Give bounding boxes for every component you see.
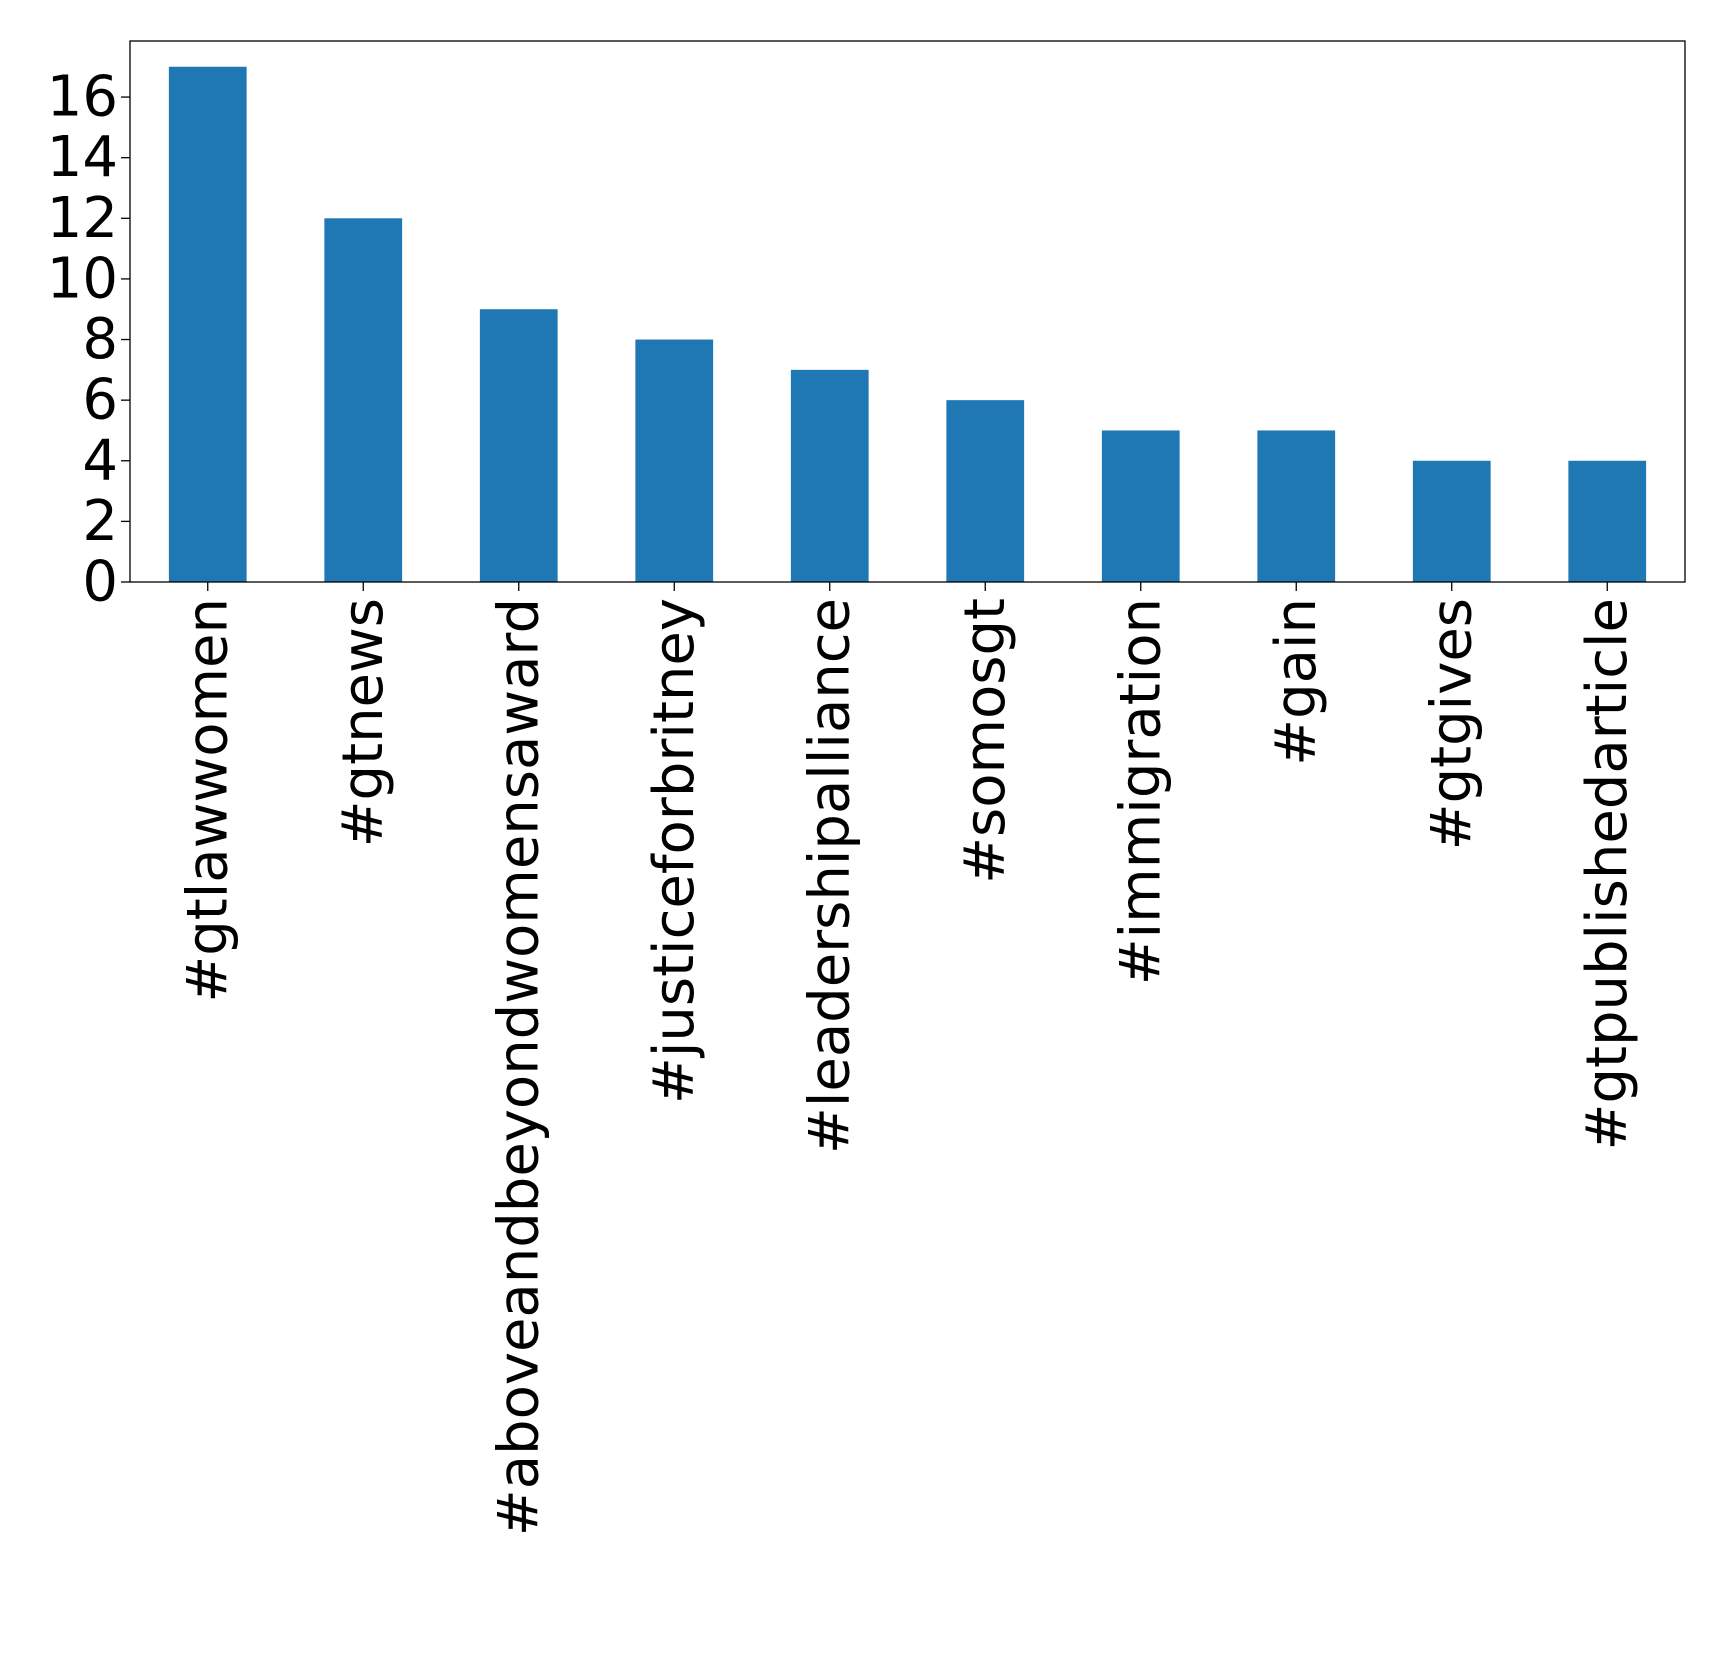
x-tick-label: #somosgt bbox=[953, 598, 1018, 884]
bar-1 bbox=[168, 66, 247, 582]
x-tick-label: #gtnews bbox=[331, 598, 396, 847]
y-tick-label: 6 bbox=[82, 368, 118, 433]
bar-5 bbox=[790, 369, 869, 582]
bar-2 bbox=[324, 218, 403, 582]
plot-frame bbox=[129, 40, 1686, 583]
y-tick-label: 12 bbox=[47, 186, 118, 251]
x-tick-label: #gtlawwomen bbox=[175, 598, 240, 1003]
x-axis: #gtlawwomen #gtnews #aboveandbeyondwomensa… bbox=[175, 582, 1640, 1536]
bar-4 bbox=[635, 339, 714, 582]
x-tick-label: #justiceforbritney bbox=[642, 598, 707, 1104]
x-tick-label: #gain bbox=[1264, 598, 1329, 766]
y-tick-label: 0 bbox=[82, 550, 118, 615]
x-tick-label: #immigration bbox=[1108, 598, 1173, 985]
y-tick-label: 10 bbox=[47, 246, 118, 311]
x-tick-label: #gtgives bbox=[1419, 598, 1484, 850]
x-tick-label: #aboveandbeyondwomensaward bbox=[486, 598, 551, 1536]
bar-9 bbox=[1412, 460, 1491, 582]
x-tick-label: #gtpublishedarticle bbox=[1575, 598, 1640, 1150]
bars-layer bbox=[168, 66, 1647, 582]
y-tick-label: 2 bbox=[82, 489, 118, 554]
bar-10 bbox=[1568, 460, 1647, 582]
bar-7 bbox=[1101, 430, 1180, 582]
x-tick-label: #leadershipalliance bbox=[797, 598, 862, 1154]
bar-3 bbox=[479, 309, 558, 582]
y-tick-label: 8 bbox=[82, 307, 118, 372]
y-tick-label: 16 bbox=[47, 65, 118, 130]
bar-8 bbox=[1257, 430, 1336, 582]
bar-6 bbox=[946, 400, 1025, 582]
y-tick-label: 4 bbox=[82, 428, 118, 493]
y-tick-label: 14 bbox=[47, 125, 118, 190]
